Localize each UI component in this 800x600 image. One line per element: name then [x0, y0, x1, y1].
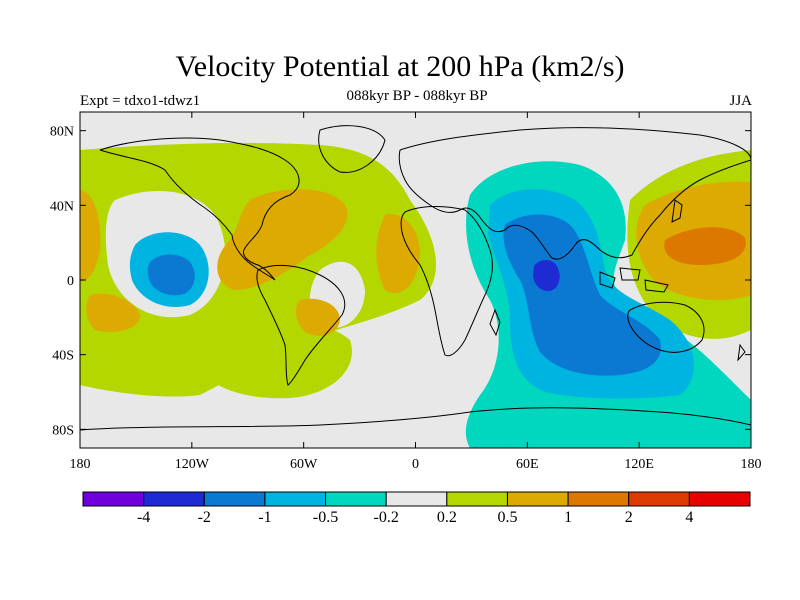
colorbar-label: -0.5 [313, 509, 338, 526]
x-tick-label: 60W [290, 457, 318, 472]
coast-maritime-continent [599, 267, 669, 293]
y-tick-label: 0 [67, 274, 74, 289]
coast-africa [400, 206, 493, 357]
colorbar-label: 1 [564, 509, 572, 526]
colorbar-label: 4 [685, 509, 693, 526]
coast-south-america [256, 265, 346, 386]
colorbar-swatch [325, 491, 387, 507]
coast-japan [671, 199, 683, 223]
colorbar-swatch [82, 491, 145, 507]
x-tick-label: 0 [412, 457, 419, 472]
coastlines [80, 125, 751, 431]
colorbar-swatch [506, 491, 569, 507]
contour-orange-south-america [295, 298, 340, 336]
coast-new-zealand [737, 343, 746, 362]
colorbar-label: -0.2 [374, 509, 399, 526]
contour-field [80, 112, 751, 448]
y-tick-label: 40S [52, 349, 74, 364]
colorbar-swatch [264, 491, 327, 507]
map-title: Velocity Potential at 200 hPa (km2/s) [175, 50, 625, 83]
y-tick-label: 80S [52, 423, 74, 438]
coast-north-america [99, 137, 300, 281]
colorbar-label: 2 [625, 509, 633, 526]
colorbar-swatch [203, 491, 266, 507]
contour-orange-pacific-west [80, 190, 101, 282]
contour-orange-atlantic [376, 214, 420, 294]
coast-greenland [318, 125, 386, 173]
y-tick-label: 80N [50, 125, 74, 140]
colorbar-label: -2 [198, 509, 211, 526]
coast-australia [627, 301, 705, 353]
contour-blue-pacific [147, 254, 195, 296]
season-label: JJA [729, 93, 752, 109]
colorbar-swatch [688, 491, 751, 507]
period-label: 088kyr BP - 088kyr BP [346, 88, 488, 104]
colorbar-label: -1 [258, 509, 271, 526]
x-tick-label: 60E [516, 457, 539, 472]
x-tick-label: 120E [624, 457, 654, 472]
colorbar-swatch [567, 491, 630, 507]
contour-blue [503, 214, 661, 376]
coast-antarctica [80, 407, 751, 431]
contour-orange-south-pacific [86, 293, 140, 332]
coast-eurasia [398, 127, 751, 260]
colorbar-swatch [385, 491, 448, 507]
contour-darkblue [533, 260, 560, 292]
x-tick-label: 120W [175, 457, 210, 472]
colorbar-swatch [628, 491, 690, 507]
contour-orange-america [217, 189, 348, 290]
y-tick-label: 40N [50, 199, 74, 214]
x-tick-label: 180 [70, 457, 91, 472]
colorbar-label: -4 [137, 509, 150, 526]
colorbar-swatch [446, 491, 508, 507]
coast-madagascar [489, 308, 501, 337]
experiment-label: Expt = tdxo1-tdwz1 [80, 93, 201, 109]
colorbar-label: 0.5 [497, 509, 517, 526]
colorbar-swatch [143, 491, 205, 507]
x-tick-label: 180 [741, 457, 762, 472]
axis-ticks: 180 120W 60W 0 60E 120E 180 80N 40N 0 40S 80S [50, 112, 762, 472]
contour-darkorange-west-pacific [664, 227, 746, 265]
colorbar: -4 -2 -1 -0.5 -0.2 0.2 0.5 1 2 4 [82, 491, 751, 526]
contour-positive-south [200, 315, 352, 399]
colorbar-label: 0.2 [437, 509, 457, 526]
